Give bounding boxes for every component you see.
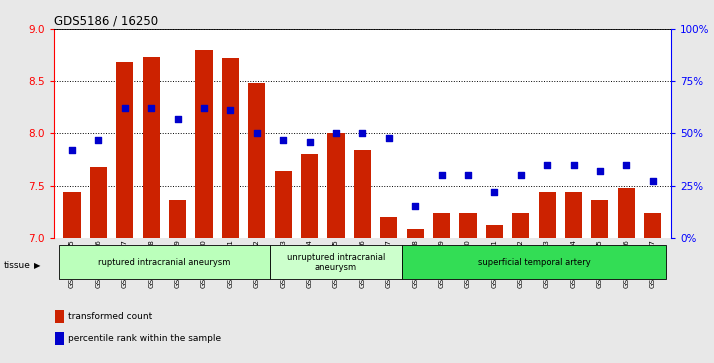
Bar (328, 133, 345, 238)
Bar (301, 154, 318, 238)
Point (383, 135, 394, 140)
Bar (59, 245, 270, 280)
Bar (169, 200, 186, 238)
Point (198, 105, 210, 111)
Point (93, 137, 104, 143)
Bar (275, 171, 292, 238)
Text: transformed count: transformed count (68, 312, 152, 321)
Point (462, 172, 473, 178)
Point (620, 162, 632, 168)
Text: superficial temporal artery: superficial temporal artery (478, 258, 590, 267)
Bar (64, 192, 81, 238)
Point (278, 137, 289, 143)
Bar (353, 150, 371, 238)
Bar (591, 200, 608, 238)
Bar (565, 192, 582, 238)
Bar (90, 167, 107, 238)
Bar (380, 217, 397, 238)
Bar (459, 213, 476, 238)
Bar (248, 83, 266, 238)
Point (66, 147, 78, 153)
Bar (486, 225, 503, 238)
Bar (55, 332, 64, 345)
Bar (222, 58, 239, 238)
Point (409, 204, 421, 209)
Point (356, 131, 368, 136)
Point (488, 189, 500, 195)
Bar (618, 188, 635, 238)
Text: tissue: tissue (4, 261, 31, 270)
Bar (512, 213, 529, 238)
Point (251, 131, 263, 136)
Text: percentile rank within the sample: percentile rank within the sample (68, 334, 221, 343)
Point (647, 179, 658, 184)
Point (515, 172, 526, 178)
Bar (270, 245, 402, 280)
Text: ruptured intracranial aneurysm: ruptured intracranial aneurysm (99, 258, 231, 267)
Bar (116, 62, 134, 238)
Bar (644, 213, 661, 238)
Bar (406, 229, 423, 238)
Bar (402, 245, 666, 280)
Text: ▶: ▶ (34, 261, 41, 270)
Point (119, 105, 131, 111)
Text: GDS5186 / 16250: GDS5186 / 16250 (54, 15, 158, 28)
Point (146, 105, 157, 111)
Point (172, 116, 183, 122)
Point (225, 107, 236, 113)
Bar (538, 192, 555, 238)
Point (436, 172, 447, 178)
Point (304, 139, 316, 145)
Bar (196, 50, 213, 238)
Point (594, 168, 605, 174)
Point (541, 162, 553, 168)
Bar (143, 57, 160, 238)
Bar (433, 213, 450, 238)
Point (568, 162, 579, 168)
Bar (55, 310, 64, 323)
Point (331, 131, 342, 136)
Text: unruptured intracranial
aneurysm: unruptured intracranial aneurysm (287, 253, 385, 272)
